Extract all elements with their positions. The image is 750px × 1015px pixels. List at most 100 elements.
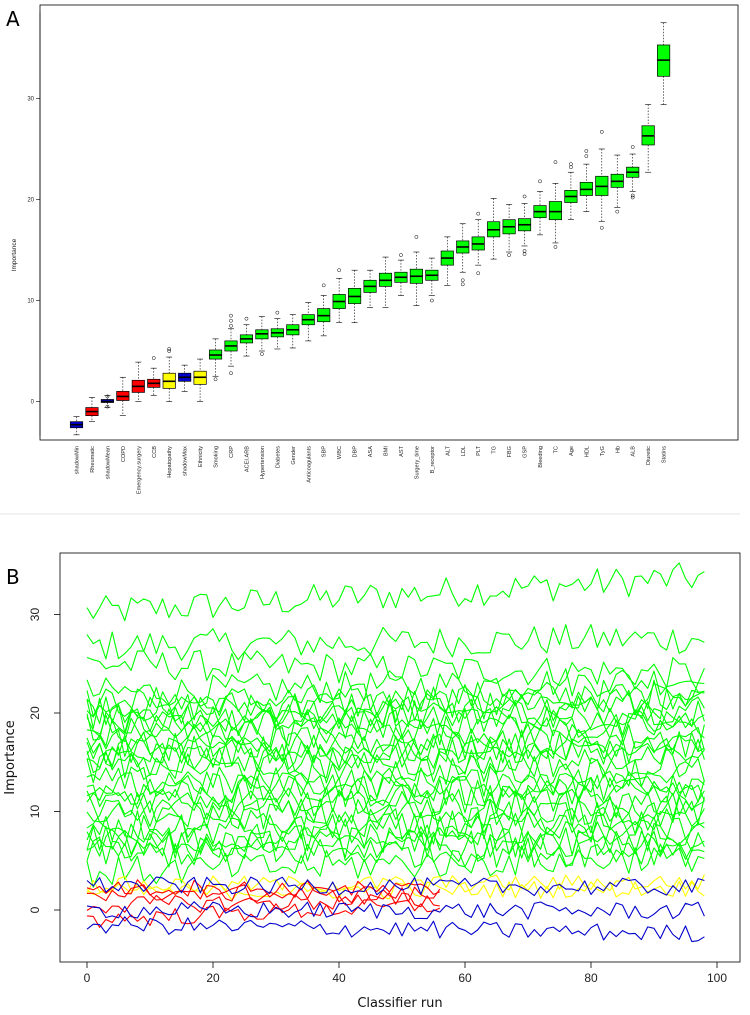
series-line-confirmed xyxy=(86,783,705,817)
outlier-point xyxy=(630,145,635,149)
series-line-confirmed xyxy=(86,775,705,809)
series-line-shadow xyxy=(86,916,705,943)
x-tick-label: TC xyxy=(553,446,559,453)
box-tc xyxy=(548,160,562,249)
outlier-point xyxy=(275,310,280,315)
x-tick-label: 60 xyxy=(458,971,472,985)
y-tick-label: 0 xyxy=(28,906,42,913)
box-hypertension xyxy=(255,316,269,356)
box-bmi xyxy=(378,256,393,308)
series-line-confirmed xyxy=(86,771,705,803)
box-tg xyxy=(487,198,501,260)
outlier-point xyxy=(229,371,233,376)
box-alt xyxy=(440,236,454,286)
x-axis-title: Classifier run xyxy=(357,996,442,1011)
box-crp xyxy=(224,313,238,376)
x-tick-label: Diuretic xyxy=(646,446,652,465)
outlier-point xyxy=(630,195,635,200)
box-ccb xyxy=(147,356,161,396)
outlier-point xyxy=(151,356,156,360)
outlier-point xyxy=(213,377,218,382)
box-statins xyxy=(657,22,671,105)
x-tick-label: Anticoagulants xyxy=(306,446,312,483)
plot-frame xyxy=(39,4,739,441)
outlier-point xyxy=(584,154,589,158)
box-body xyxy=(548,201,562,221)
x-tick-label: Emergency.surgery xyxy=(136,446,142,494)
series-line-confirmed xyxy=(86,726,705,764)
y-tick-label: 30 xyxy=(27,97,34,103)
series-line-confirmed xyxy=(86,650,705,688)
x-tick-label: Gender xyxy=(291,446,297,465)
y-tick-label: 20 xyxy=(28,706,42,720)
series-line-confirmed xyxy=(86,700,705,738)
series-line-confirmed xyxy=(86,806,705,840)
x-tick-label: HDL xyxy=(584,446,590,457)
x-tick-label: DBP xyxy=(353,446,359,458)
series-line-confirmed xyxy=(86,825,705,858)
box-plt xyxy=(471,211,485,276)
box-surgery-time xyxy=(409,235,423,306)
x-tick-label: Statins xyxy=(662,446,668,463)
box-wbc xyxy=(332,268,346,324)
series-line-rejected xyxy=(86,899,441,928)
outlier-point xyxy=(105,404,110,409)
y-tick-label: 20 xyxy=(27,198,34,204)
series-line-confirmed xyxy=(86,562,705,622)
box-fbg xyxy=(502,204,516,257)
x-tick-label: LDL xyxy=(461,446,467,456)
series-line-confirmed xyxy=(86,624,705,661)
series-line-confirmed xyxy=(86,696,705,734)
x-tick-label: COPD xyxy=(121,446,127,462)
x-tick-label: ACEI.ARB xyxy=(244,446,250,472)
outlier-point xyxy=(229,318,233,323)
outlier-point xyxy=(553,160,558,164)
outlier-point xyxy=(460,278,465,283)
x-tick-label: B_receptor xyxy=(430,446,436,473)
x-tick-label: SBP xyxy=(322,446,328,457)
line-chart: 0 20 40 60 80 100 0 10 20 30 Classifier run Importa… xyxy=(3,552,741,1011)
x-tick-label: Rheumatic xyxy=(90,446,96,473)
box-smoking xyxy=(209,338,223,382)
y-tick-label: 30 xyxy=(28,608,42,622)
outlier-point xyxy=(167,349,172,353)
outlier-point xyxy=(538,179,542,184)
x-tick-label: ALT xyxy=(445,445,451,455)
series-line-rejected xyxy=(86,884,441,904)
outlier-point xyxy=(630,193,635,198)
series-line-shadow xyxy=(86,876,705,897)
outlier-point xyxy=(460,282,465,287)
series-line-confirmed xyxy=(86,668,705,707)
outlier-point xyxy=(522,194,527,199)
outlier-point xyxy=(522,249,527,253)
x-tick-label: Hepatopathy xyxy=(167,446,173,478)
outlier-point xyxy=(430,298,434,303)
x-tick-label: Ethnicity xyxy=(198,446,204,467)
outlier-point xyxy=(244,316,249,321)
box-diuretic xyxy=(641,104,655,173)
box-ldl xyxy=(456,223,470,287)
box-sbp xyxy=(317,283,331,337)
series-line-confirmed xyxy=(86,766,705,798)
box-alb xyxy=(626,145,640,200)
x-tick-label: CCB xyxy=(152,446,158,458)
outlier-point xyxy=(569,165,573,170)
x-tick-label: Diabetes xyxy=(275,446,281,468)
box-gsp xyxy=(517,194,532,256)
series-line-confirmed xyxy=(86,746,705,779)
series-line-tentative xyxy=(86,874,705,895)
outlier-point xyxy=(399,253,403,257)
y-axis-title: Importance xyxy=(11,238,18,271)
x-tick-label: BMI xyxy=(384,446,390,456)
outlier-point xyxy=(229,313,233,318)
series-line-shadow xyxy=(86,901,705,920)
box-ast xyxy=(394,253,408,296)
x-tick-label: WBC xyxy=(337,446,343,459)
outlier-point xyxy=(599,225,604,230)
y-axis-title: Importance xyxy=(3,720,18,795)
x-tick-label: 80 xyxy=(584,971,598,985)
x-tick-label: TG xyxy=(492,446,498,454)
series-line-confirmed xyxy=(86,841,705,888)
x-tick-label: 20 xyxy=(206,971,220,985)
